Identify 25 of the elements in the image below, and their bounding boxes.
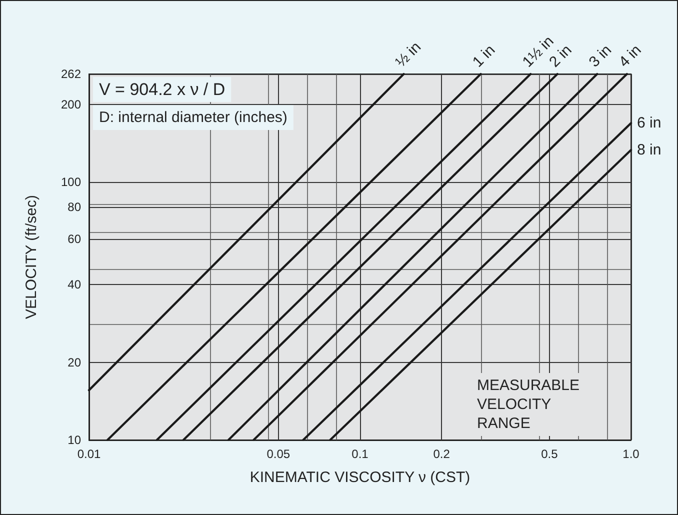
x-tick-label: 0.05 [266,447,290,461]
text: 4 in [616,42,645,71]
text: ½ in [392,38,424,71]
x-tick-label: 1.0 [622,447,640,461]
y-tick-label: 40 [68,278,82,292]
annotation: MEASURABLE VELOCITY RANGE [477,377,580,432]
x-tick-label: 0.1 [352,447,369,461]
y-tick-label: 100 [60,174,82,189]
text: 3 in [586,42,615,71]
y-tick-label: 20 [68,355,82,370]
y-tick-label: 80 [68,200,82,214]
annotation: D: internal diameter (inches) [99,109,288,126]
y-tick-label: 60 [68,232,82,246]
x-tick-label: 0.5 [541,447,558,461]
y-tick-label: 10 [68,433,82,447]
series-label: 6 in [637,114,662,132]
series-label: 8 in [637,141,662,158]
x-axis-title: KINEMATIC VISCOSITY ν (CST) [250,469,470,486]
y-tick-label: 200 [60,97,82,112]
x-tick-label: 0.01 [77,447,101,461]
y-tick-label: 262 [60,67,82,81]
y-axis-title: VELOCITY (ft/sec) [23,195,40,319]
text: 1 in [469,42,499,71]
x-tick-label: 0.2 [433,447,450,461]
annotation: V = 904.2 x ν / D [99,80,226,99]
